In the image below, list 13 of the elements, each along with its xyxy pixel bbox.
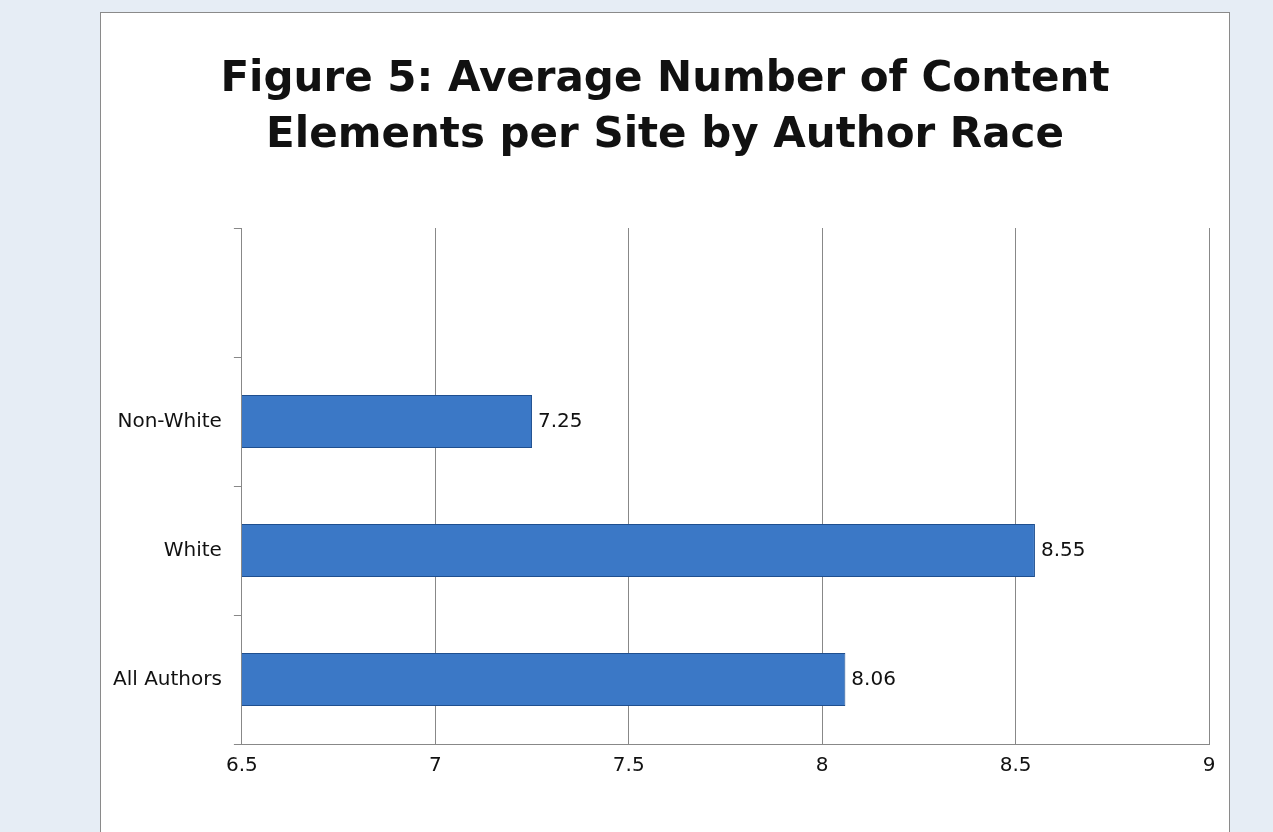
x-tick-label: 7	[428, 752, 442, 777]
x-tick-label: 6.5	[226, 752, 258, 777]
y-tick-label: Non-White	[117, 407, 222, 432]
x-tick-label: 9	[1202, 752, 1216, 777]
x-tick-label: 7.5	[612, 752, 645, 777]
y-tick-label: All Authors	[113, 665, 222, 690]
x-tick-label: 8.5	[999, 752, 1032, 777]
data-label: 8.06	[851, 665, 896, 690]
data-label: 8.55	[1040, 536, 1086, 561]
y-tick-label: White	[163, 536, 222, 561]
x-tick-label: 8	[815, 752, 829, 777]
chart-title: Figure 5: Average Number of Content Elements per Site by Author Race	[219, 51, 1111, 159]
data-label: 7.25	[538, 407, 583, 432]
